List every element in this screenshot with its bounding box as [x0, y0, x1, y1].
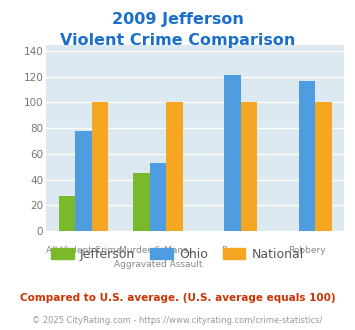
Text: © 2025 CityRating.com - https://www.cityrating.com/crime-statistics/: © 2025 CityRating.com - https://www.city… — [32, 315, 323, 325]
Legend: Jefferson, Ohio, National: Jefferson, Ohio, National — [46, 243, 309, 266]
Bar — [75, 131, 92, 231]
Text: All Violent Crime: All Violent Crime — [45, 246, 121, 255]
Bar — [241, 102, 257, 231]
Text: 2009 Jefferson: 2009 Jefferson — [111, 12, 244, 26]
Bar — [150, 163, 166, 231]
Bar — [166, 102, 182, 231]
Text: Robbery: Robbery — [288, 246, 326, 255]
Text: Rape: Rape — [221, 246, 244, 255]
Text: Compared to U.S. average. (U.S. average equals 100): Compared to U.S. average. (U.S. average … — [20, 293, 335, 303]
Text: Violent Crime Comparison: Violent Crime Comparison — [60, 33, 295, 48]
Text: Murder & Mans...: Murder & Mans... — [119, 246, 197, 255]
Bar — [299, 81, 315, 231]
Bar — [315, 102, 332, 231]
Bar — [59, 196, 75, 231]
Text: Aggravated Assault: Aggravated Assault — [114, 260, 202, 269]
Bar — [92, 102, 108, 231]
Bar — [133, 173, 150, 231]
Bar — [224, 76, 241, 231]
